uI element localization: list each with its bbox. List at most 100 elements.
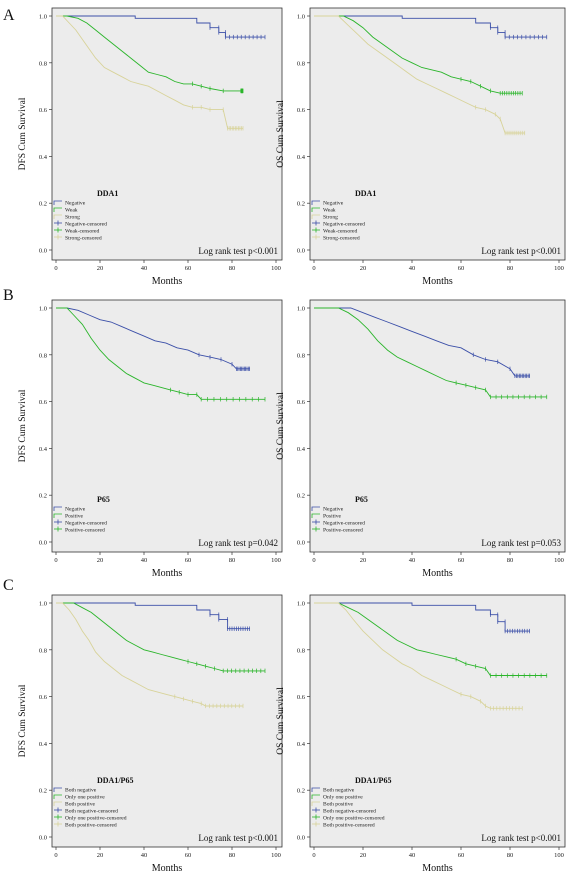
y-axis-label: DFS Cum Survival (18, 684, 28, 757)
km-panel: 0.0 0.2 0.4 0.6 0.8 1.0 0 20 40 60 80 100 Months OS C… (276, 594, 566, 874)
plot-area (51, 594, 283, 848)
y-tick-label: 0.0 (297, 835, 305, 842)
y-tick-label: 0.2 (39, 493, 47, 500)
legend-line-swatch (53, 801, 62, 806)
legend-line-swatch (311, 214, 320, 219)
y-tick-label: 0.0 (297, 540, 305, 547)
x-tick-label: 100 (554, 265, 564, 272)
y-tick-label: 0.4 (39, 154, 48, 161)
x-tick-label: 40 (141, 265, 148, 272)
survival-curve (56, 15, 243, 92)
x-tick-label: 0 (312, 265, 315, 272)
x-axis-label: Months (422, 568, 453, 579)
legend-entry: Both positive-censored (323, 823, 375, 829)
plot-area (51, 299, 283, 553)
legend-line-swatch (53, 794, 62, 799)
legend-entry: Negative (323, 507, 344, 513)
legend-entry: Both negative (323, 788, 355, 794)
y-tick-label: 0.0 (39, 835, 47, 842)
legend-line-swatch (311, 794, 320, 799)
legend-entry: Negative (323, 201, 344, 207)
legend-entry: Strong-censored (65, 236, 102, 242)
log-rank-test: Log rank test p=0.042 (198, 538, 278, 548)
x-tick-label: 20 (360, 557, 367, 564)
legend-entry: Both positive (323, 802, 354, 808)
legend-entry: Positive-censored (323, 528, 363, 534)
x-tick-label: 100 (271, 852, 281, 859)
legend-entry: Only one positive-censored (65, 816, 127, 822)
x-tick-label: 100 (554, 557, 564, 564)
x-tick-label: 0 (312, 852, 315, 859)
legend-entry: Strong-censored (323, 236, 360, 242)
x-tick-label: 80 (507, 852, 514, 859)
x-axis-label: Months (152, 568, 183, 579)
panel-label: C (3, 577, 14, 594)
x-tick-label: 60 (185, 557, 192, 564)
legend-entry: Weak (323, 208, 336, 214)
y-tick-label: 0.2 (39, 201, 47, 208)
x-tick-label: 40 (409, 265, 416, 272)
legend-entry: Positive (323, 514, 342, 520)
x-tick-label: 60 (458, 265, 465, 272)
y-tick-label: 0.4 (297, 154, 306, 161)
x-tick-label: 20 (97, 852, 104, 859)
km-panel: 0.0 0.2 0.4 0.6 0.8 1.0 0 20 40 60 80 100 Months OS C… (276, 299, 566, 579)
y-tick-label: 0.8 (39, 60, 47, 67)
y-tick-label: 0.2 (297, 493, 305, 500)
legend-line-swatch (311, 200, 320, 205)
km-panel: 0.0 0.2 0.4 0.6 0.8 1.0 0 20 40 60 80 100 Months OS C… (276, 7, 566, 287)
y-tick-label: 0.8 (297, 647, 305, 654)
legend-entry: Both negative-censored (65, 809, 118, 815)
x-tick-label: 40 (409, 557, 416, 564)
y-tick-label: 0.4 (39, 446, 48, 453)
y-tick-label: 1.0 (297, 601, 305, 608)
y-tick-label: 1.0 (297, 14, 305, 21)
legend-line-swatch (53, 506, 62, 511)
y-tick-label: 0.4 (297, 446, 306, 453)
x-tick-label: 100 (271, 557, 281, 564)
y-tick-label: 1.0 (297, 306, 305, 313)
group-title: P65 (355, 495, 368, 504)
x-tick-label: 0 (312, 557, 315, 564)
legend-entry: Both negative (65, 788, 97, 794)
x-tick-label: 100 (271, 265, 281, 272)
y-tick-label: 0.2 (39, 788, 47, 795)
legend-line-swatch (53, 214, 62, 219)
y-tick-label: 0.6 (39, 107, 48, 114)
legend-line-swatch (311, 506, 320, 511)
y-tick-label: 0.6 (297, 694, 306, 701)
group-title: DDA1 (355, 189, 376, 198)
x-tick-label: 40 (141, 852, 148, 859)
x-tick-label: 60 (458, 557, 465, 564)
survival-curve (314, 602, 523, 709)
legend-entry: Negative-censored (323, 222, 365, 228)
x-tick-label: 100 (554, 852, 564, 859)
survival-curve (314, 307, 530, 377)
x-axis-label: Months (422, 276, 453, 287)
legend-entry: Only one positive (65, 795, 105, 801)
log-rank-test: Log rank test p=0.053 (481, 538, 561, 548)
panel-label: A (3, 7, 15, 24)
group-title: DDA1/P65 (355, 776, 391, 785)
x-tick-label: 80 (229, 852, 236, 859)
km-panel: 0.0 0.2 0.4 0.6 0.8 1.0 0 20 40 60 80 100 Months DFS … (3, 577, 283, 874)
y-tick-label: 1.0 (39, 306, 47, 313)
legend-entry: Negative-censored (323, 521, 365, 527)
y-tick-label: 0.6 (39, 399, 48, 406)
x-tick-label: 60 (185, 852, 192, 859)
y-tick-label: 0.4 (39, 741, 48, 748)
x-tick-label: 80 (229, 265, 236, 272)
km-panel: 0.0 0.2 0.4 0.6 0.8 1.0 0 20 40 60 80 100 Months DFS … (3, 287, 283, 579)
legend-line-swatch (53, 200, 62, 205)
y-tick-label: 0.6 (297, 107, 306, 114)
x-axis-label: Months (152, 863, 183, 874)
legend-entry: Weak-censored (323, 229, 358, 235)
legend-line-swatch (311, 207, 320, 212)
y-tick-label: 0.2 (297, 788, 305, 795)
y-tick-label: 0.8 (297, 60, 305, 67)
plot-area (309, 594, 566, 848)
x-tick-label: 20 (97, 265, 104, 272)
x-tick-label: 40 (141, 557, 148, 564)
legend-entry: Negative-censored (65, 521, 107, 527)
